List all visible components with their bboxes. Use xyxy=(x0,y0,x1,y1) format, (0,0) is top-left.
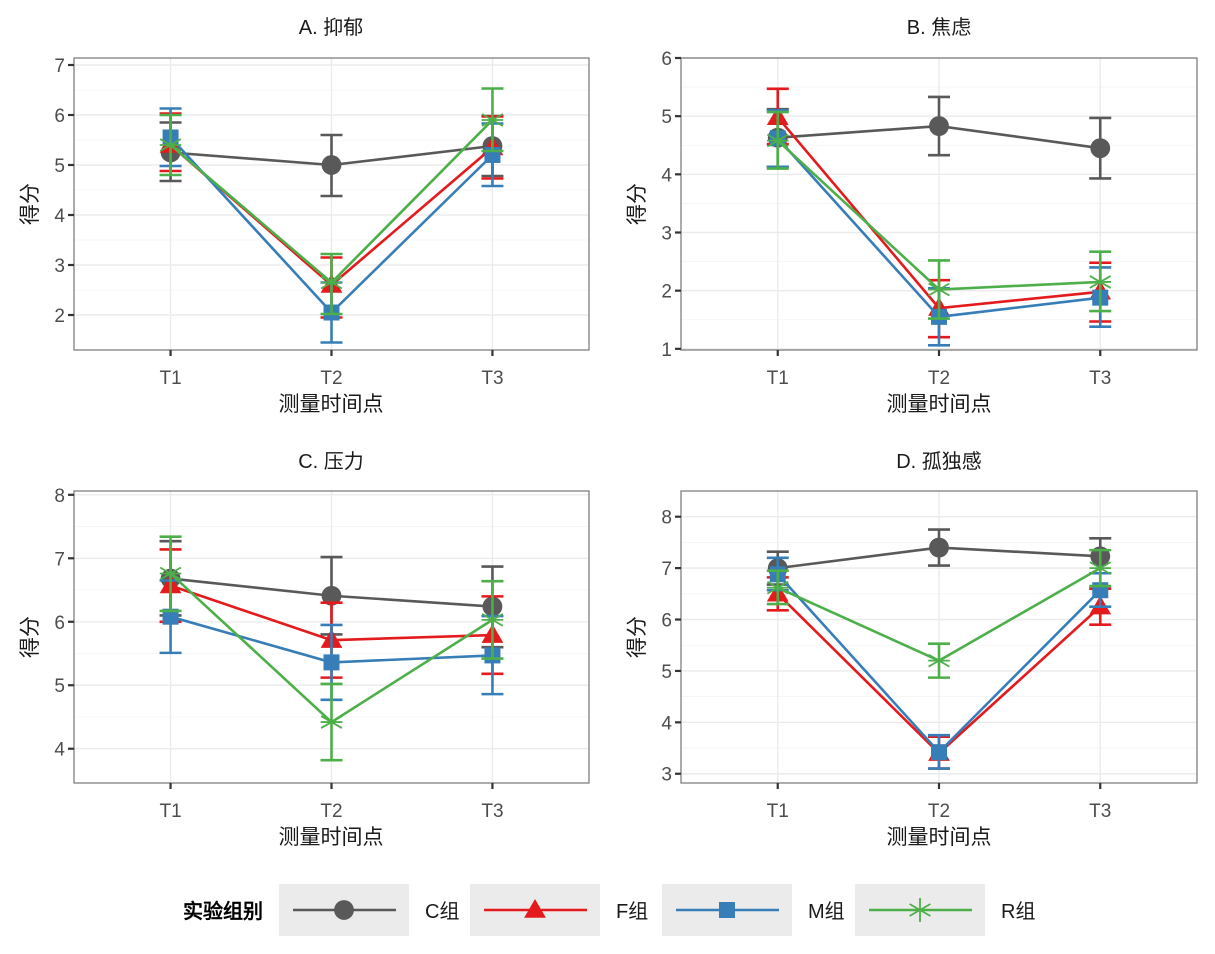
x-tick-label: T2 xyxy=(928,368,950,389)
y-tick-label: 8 xyxy=(661,508,672,529)
series-M组 xyxy=(766,556,1112,770)
marker-asterisk xyxy=(320,270,343,295)
x-axis-title: 测量时间点 xyxy=(887,393,992,416)
x-tick-label: T2 xyxy=(320,368,342,389)
x-tick-label: T1 xyxy=(767,801,789,822)
panel-title: A. 抑郁 xyxy=(299,16,363,39)
series-R组 xyxy=(766,548,1112,679)
marker-circle xyxy=(1090,138,1111,159)
y-tick-label: 4 xyxy=(661,165,672,186)
panel-a: A. 抑郁 测量时间点 得分 2 3 4 5 6 7 T1 T2 T3 xyxy=(19,16,590,416)
marker-asterisk xyxy=(320,710,343,735)
y-tick-label: 8 xyxy=(54,486,65,507)
legend-label: M组 xyxy=(808,900,845,923)
y-axis-title: 得分 xyxy=(626,616,649,658)
y-tick-label: 3 xyxy=(661,224,672,245)
y-tick-label: 2 xyxy=(54,306,65,327)
x-tick-label: T1 xyxy=(159,368,181,389)
y-tick-label: 4 xyxy=(661,713,672,734)
x-tick-label: T3 xyxy=(1089,801,1111,822)
y-tick-label: 3 xyxy=(661,765,672,786)
panel-title: B. 焦虑 xyxy=(907,16,971,39)
marker-asterisk xyxy=(481,108,504,132)
y-tick-label: 4 xyxy=(54,740,65,761)
y-axis-title: 得分 xyxy=(626,183,649,225)
marker-circle xyxy=(321,585,342,606)
marker-asterisk xyxy=(909,898,931,922)
series-R组 xyxy=(159,87,504,316)
legend: 实验组别 C组 F组 M组 R组 xyxy=(183,884,1035,936)
series-R组 xyxy=(766,110,1112,320)
x-tick-label: T1 xyxy=(159,801,181,822)
x-tick-label: T1 xyxy=(767,368,789,389)
y-tick-label: 5 xyxy=(661,107,672,128)
y-tick-label: 6 xyxy=(661,611,672,632)
marker-asterisk xyxy=(1089,556,1112,581)
panel-c: C. 压力 测量时间点 得分 4 5 6 7 8 T1 T2 T3 xyxy=(19,450,590,849)
legend-item: R组 xyxy=(855,884,1035,936)
y-tick-label: 5 xyxy=(54,676,65,697)
legend-label: F组 xyxy=(616,900,648,923)
y-tick-label: 6 xyxy=(54,106,65,127)
marker-circle xyxy=(334,900,354,920)
panel-b: B. 焦虑 测量时间点 得分 1 2 3 4 5 6 T1 T2 T3 xyxy=(626,16,1198,416)
y-tick-label: 2 xyxy=(661,282,672,303)
marker-asterisk xyxy=(159,133,182,157)
y-tick-label: 6 xyxy=(54,613,65,634)
legend-item: M组 xyxy=(662,884,845,936)
legend-title: 实验组别 xyxy=(183,899,263,923)
panel-d: D. 孤独感 测量时间点 得分 3 4 5 6 7 8 T1 T2 T3 xyxy=(626,450,1198,849)
x-tick-label: T2 xyxy=(320,801,342,822)
legend-item: C组 xyxy=(279,884,459,936)
y-tick-label: 1 xyxy=(661,340,672,361)
legend-item: F组 xyxy=(470,884,648,936)
y-tick-label: 6 xyxy=(661,49,672,70)
marker-asterisk xyxy=(481,607,504,632)
y-tick-label: 7 xyxy=(54,56,65,77)
marker-asterisk xyxy=(928,648,950,673)
marker-asterisk xyxy=(159,561,182,586)
marker-circle xyxy=(929,537,949,558)
x-axis-title: 测量时间点 xyxy=(887,826,992,849)
marker-asterisk xyxy=(766,575,789,600)
x-tick-label: T3 xyxy=(1089,368,1111,389)
marker-circle xyxy=(321,155,342,175)
x-axis-title: 测量时间点 xyxy=(279,826,384,849)
y-axis-title: 得分 xyxy=(19,183,42,225)
panel-title: C. 压力 xyxy=(298,450,364,473)
x-tick-label: T2 xyxy=(928,801,950,822)
plot-area xyxy=(73,490,590,784)
marker-asterisk xyxy=(766,128,789,153)
plot-area xyxy=(680,57,1198,351)
marker-triangle xyxy=(524,898,546,918)
marker-square xyxy=(162,608,179,625)
marker-square xyxy=(719,902,735,918)
x-tick-label: T3 xyxy=(481,801,503,822)
marker-circle xyxy=(929,116,949,136)
marker-square xyxy=(931,744,947,761)
x-axis-title: 测量时间点 xyxy=(279,393,384,416)
x-tick-label: T3 xyxy=(481,368,503,389)
y-tick-label: 5 xyxy=(661,662,672,683)
y-tick-label: 7 xyxy=(54,549,65,570)
series-R组 xyxy=(159,535,504,762)
y-tick-label: 7 xyxy=(661,559,672,580)
marker-asterisk xyxy=(928,277,950,302)
legend-label: R组 xyxy=(1001,900,1035,923)
legend-label: C组 xyxy=(425,900,459,923)
y-tick-label: 5 xyxy=(54,156,65,177)
panel-title: D. 孤独感 xyxy=(896,450,982,473)
plot-area xyxy=(680,490,1198,784)
y-axis-title: 得分 xyxy=(19,616,42,658)
plot-area xyxy=(73,57,590,351)
y-tick-label: 3 xyxy=(54,256,65,277)
marker-square xyxy=(323,654,340,671)
y-tick-label: 4 xyxy=(54,206,65,227)
marker-asterisk xyxy=(1089,269,1112,294)
